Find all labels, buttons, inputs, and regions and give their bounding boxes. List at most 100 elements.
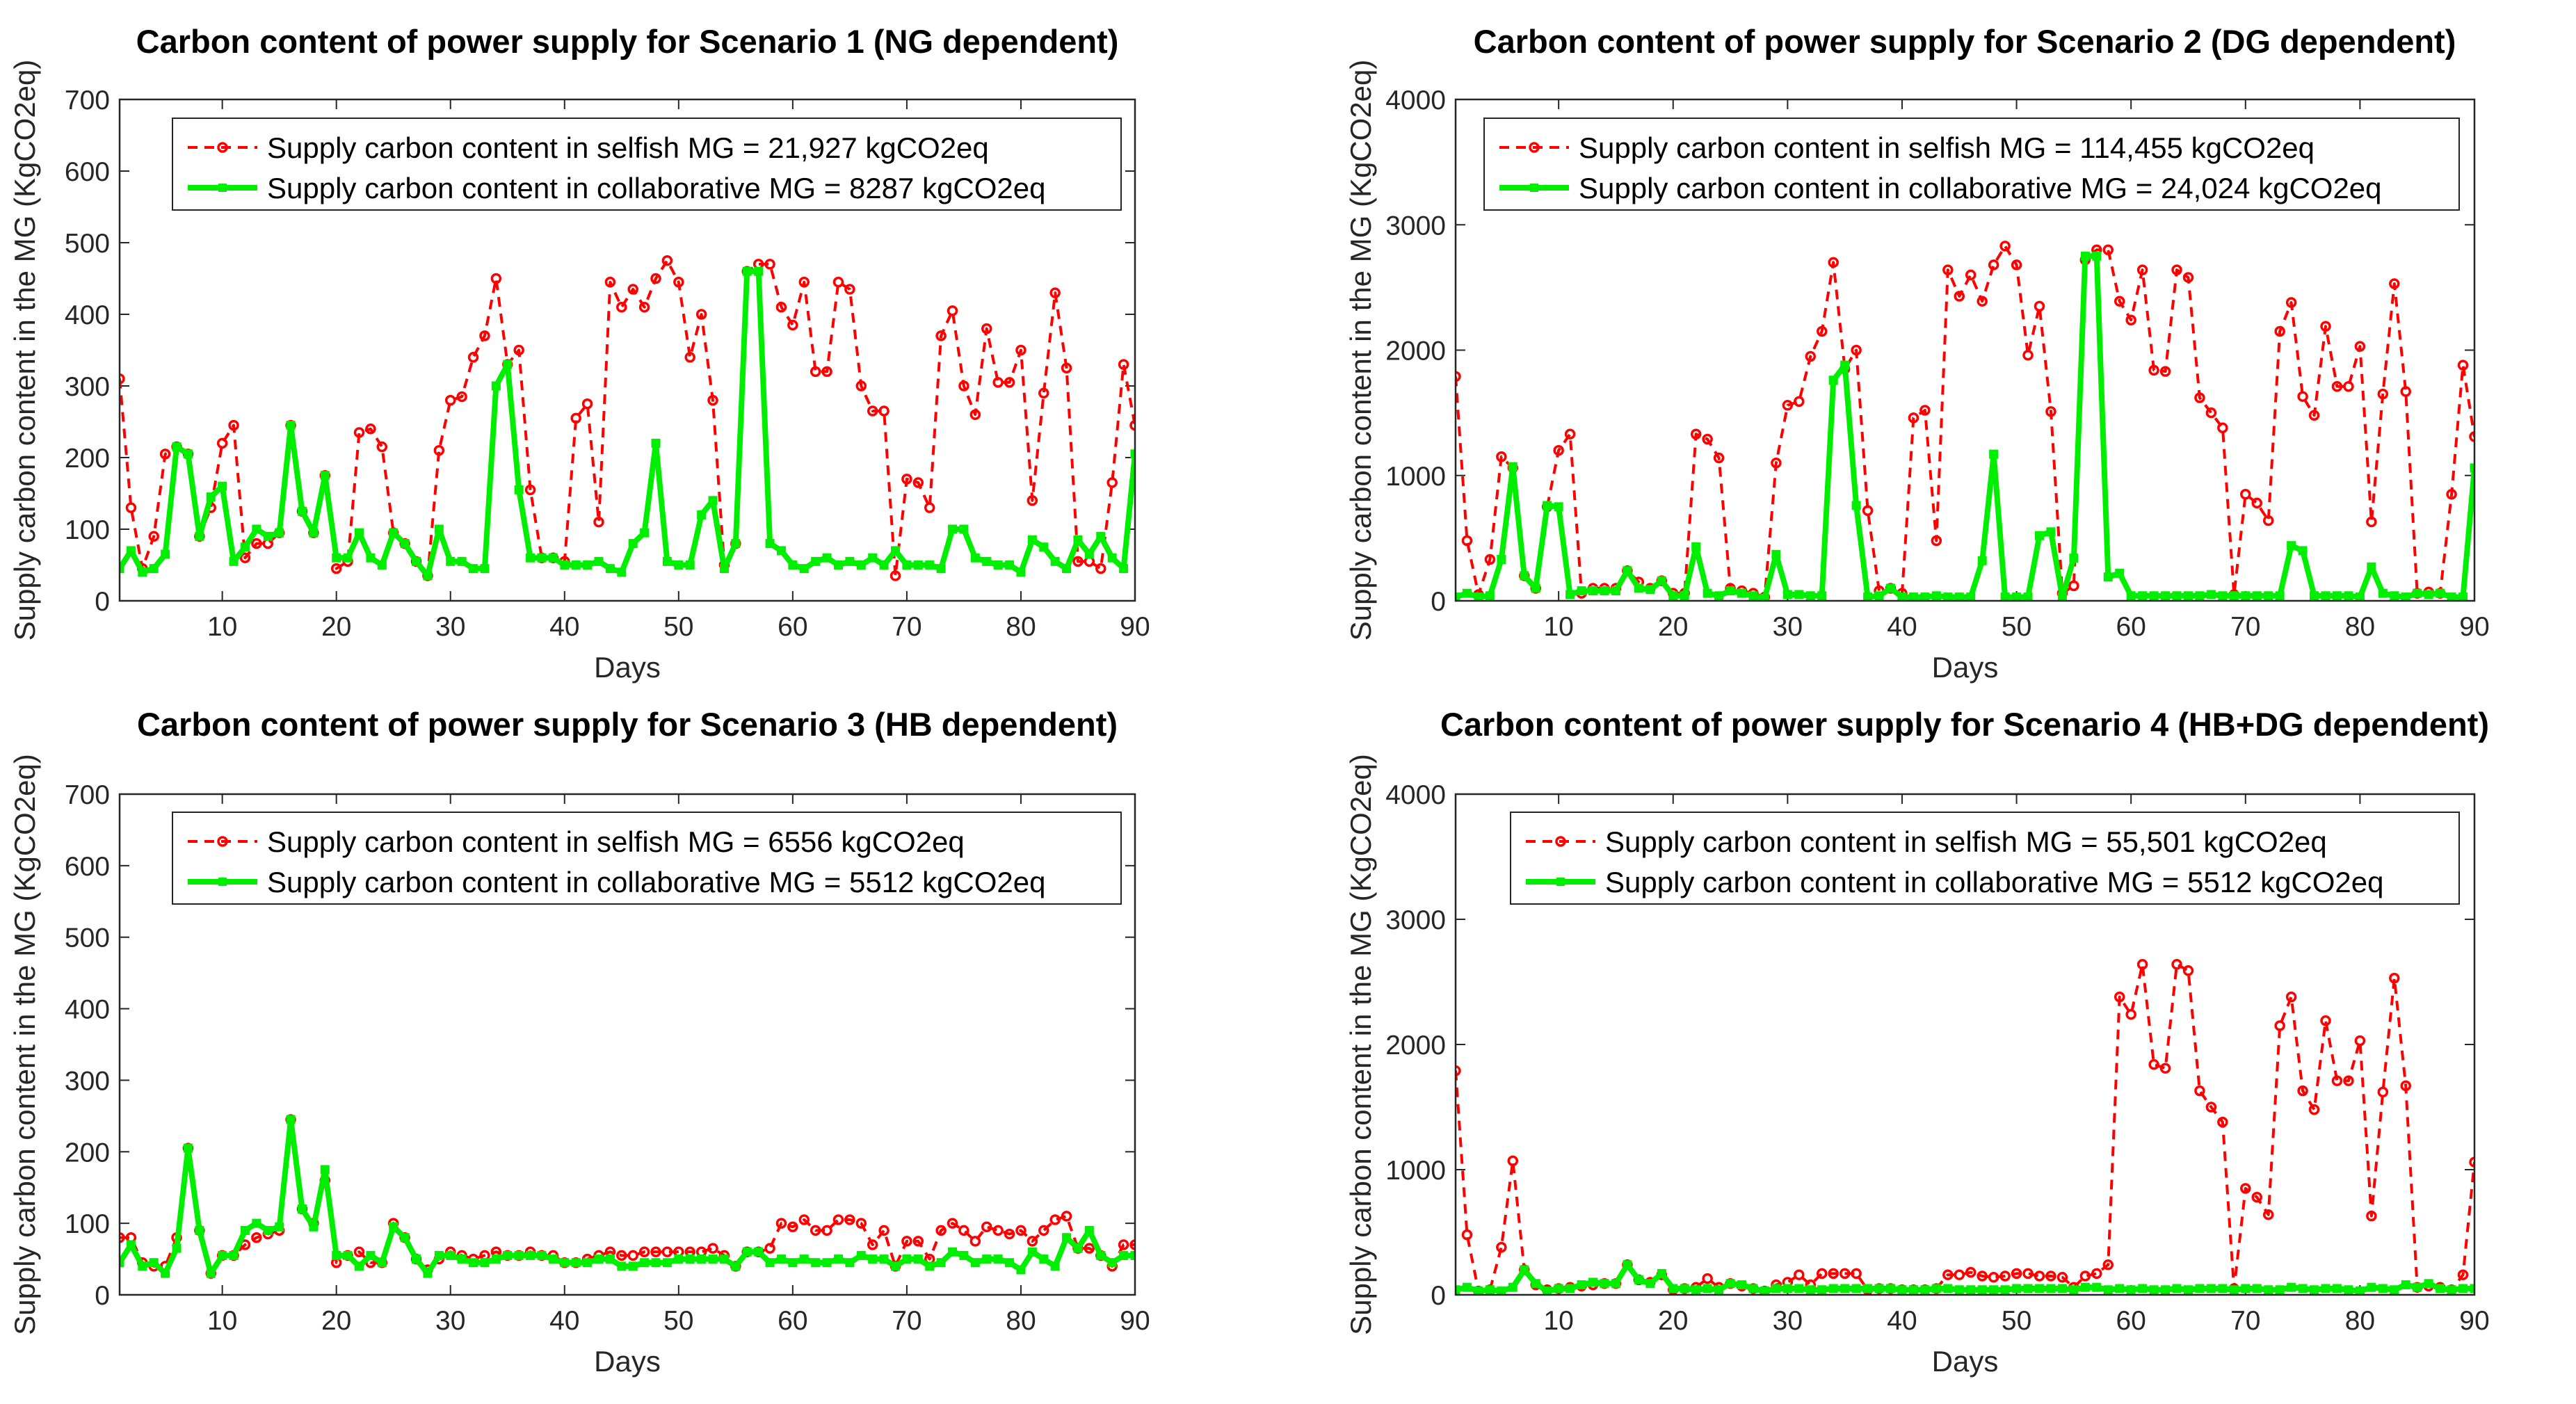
data-point	[2194, 392, 2205, 403]
data-point	[912, 477, 924, 488]
data-point	[2229, 1285, 2239, 1295]
data-point	[1691, 1285, 1701, 1295]
chart-title: Carbon content of power supply for Scena…	[1440, 706, 2489, 743]
data-point	[2034, 531, 2044, 540]
data-point	[2344, 591, 2353, 601]
data-point	[297, 506, 307, 516]
data-point	[2172, 1284, 2182, 1293]
data-point	[1954, 1269, 1965, 1280]
data-point	[2378, 1284, 2388, 1293]
data-point	[2377, 1086, 2389, 1098]
data-point	[2092, 1282, 2102, 1292]
data-point	[936, 1258, 946, 1268]
data-point	[1015, 344, 1027, 356]
x-tick-label: 50	[663, 612, 693, 642]
data-point	[742, 1247, 752, 1257]
data-point	[2332, 591, 2342, 601]
data-point	[2320, 321, 2331, 332]
data-point	[708, 1254, 718, 1264]
data-point	[650, 273, 661, 284]
data-point	[537, 1250, 547, 1260]
x-tick-label: 70	[2230, 1306, 2260, 1336]
x-tick-label: 80	[2345, 1306, 2375, 1336]
legend-label: Supply carbon content in collaborative M…	[1579, 172, 2382, 204]
data-point	[628, 539, 638, 549]
data-point	[469, 564, 478, 574]
data-point	[2079, 1270, 2091, 1282]
data-point	[1039, 542, 1049, 552]
data-point	[2241, 1284, 2251, 1293]
data-point	[605, 564, 615, 574]
data-point	[765, 539, 775, 549]
data-point	[2297, 1085, 2308, 1097]
data-point	[263, 1225, 273, 1235]
data-point	[925, 560, 935, 570]
data-point	[1049, 287, 1061, 298]
data-point	[456, 391, 467, 403]
data-point	[514, 1250, 524, 1260]
data-point	[822, 1258, 832, 1268]
data-point	[2114, 991, 2125, 1003]
data-point	[1039, 1254, 1049, 1264]
data-point	[2355, 592, 2365, 601]
data-point	[218, 1250, 227, 1260]
y-tick-label: 4000	[1385, 780, 1446, 810]
data-point	[469, 1258, 478, 1268]
data-point	[1129, 1239, 1135, 1250]
x-tick-label: 90	[2459, 612, 2489, 642]
data-point	[1908, 1285, 1918, 1295]
data-point	[457, 1254, 467, 1264]
data-point	[1920, 1285, 1930, 1295]
x-tick-label: 10	[1543, 612, 1573, 642]
x-tick-label: 90	[1120, 1306, 1150, 1336]
data-point	[2206, 590, 2216, 599]
data-point	[993, 1254, 1003, 1264]
data-point	[1702, 433, 1713, 445]
data-point	[1015, 1225, 1027, 1236]
data-point	[239, 552, 251, 563]
data-point	[1520, 1265, 1529, 1275]
data-point	[925, 1261, 935, 1271]
data-point	[2331, 1075, 2343, 1086]
data-point	[1050, 1261, 1060, 1271]
data-point	[2148, 1059, 2159, 1070]
data-point	[1954, 592, 1964, 601]
data-point	[1588, 1277, 1598, 1287]
data-point	[935, 330, 947, 341]
data-point	[992, 377, 1004, 388]
legend-entry-1: Supply carbon content in selfish MG = 11…	[1499, 131, 2315, 164]
x-tick-label: 60	[2116, 612, 2146, 642]
data-point	[2159, 1063, 2171, 1074]
series-2	[1456, 1260, 2474, 1295]
data-point	[2240, 1183, 2251, 1194]
data-point	[2285, 297, 2297, 308]
data-point	[2136, 264, 2148, 275]
data-point	[868, 1254, 878, 1264]
data-point	[1863, 1284, 1873, 1293]
data-point	[1565, 590, 1575, 599]
x-tick-label: 20	[321, 612, 351, 642]
data-point	[2469, 431, 2474, 442]
data-point	[2069, 1285, 2079, 1295]
data-point	[1456, 371, 1461, 382]
data-point	[120, 373, 125, 385]
x-axis-label: Days	[594, 651, 661, 684]
data-point	[2022, 349, 2034, 361]
data-point	[810, 1225, 821, 1236]
data-point	[263, 531, 273, 541]
data-point	[1588, 586, 1598, 596]
data-point	[2287, 541, 2296, 551]
data-point	[754, 1247, 764, 1257]
data-point	[583, 1258, 593, 1268]
data-point	[218, 481, 227, 491]
data-point	[707, 394, 718, 406]
data-point	[229, 1250, 239, 1260]
data-point	[2022, 1268, 2034, 1280]
data-point	[1725, 586, 1735, 596]
data-point	[2136, 959, 2148, 970]
data-point	[902, 560, 912, 570]
data-point	[2400, 386, 2411, 397]
data-point	[1760, 1286, 1769, 1295]
data-point	[1508, 1282, 1518, 1292]
data-point	[1564, 428, 1576, 440]
